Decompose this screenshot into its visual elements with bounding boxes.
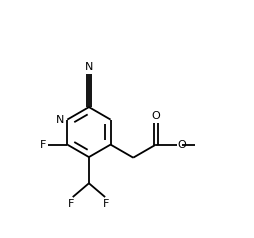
Text: O: O bbox=[152, 111, 160, 121]
Text: F: F bbox=[103, 199, 110, 209]
Text: O: O bbox=[178, 139, 186, 150]
Text: F: F bbox=[40, 139, 46, 150]
Text: F: F bbox=[68, 199, 74, 209]
Text: N: N bbox=[56, 114, 64, 125]
Text: N: N bbox=[85, 62, 93, 72]
